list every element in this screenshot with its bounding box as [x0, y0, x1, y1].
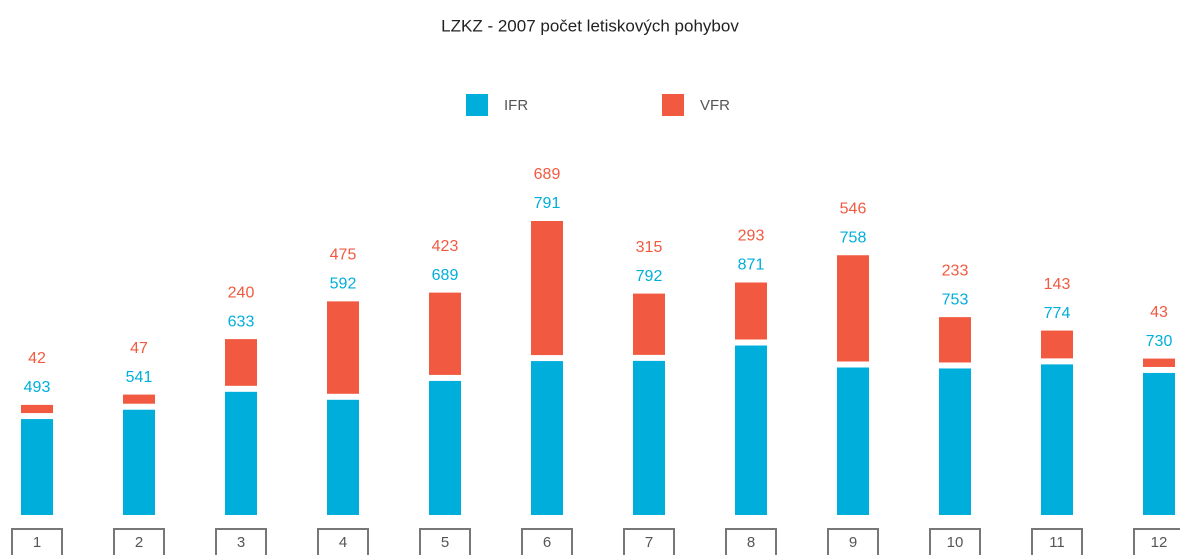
bar-segment [633, 293, 665, 355]
category-box [113, 528, 165, 555]
bar-segment [1041, 364, 1073, 515]
category-box [215, 528, 267, 555]
value-label: 774 [1044, 305, 1071, 322]
bar-segment [837, 255, 869, 362]
x-tick-label: 9 [849, 534, 857, 551]
category-box [623, 528, 675, 555]
bar-segment [123, 409, 155, 515]
value-label: 315 [636, 239, 663, 256]
value-label: 592 [330, 276, 357, 293]
bar-segment [1041, 330, 1073, 359]
bar-segment [225, 391, 257, 515]
x-tick-label: 8 [747, 534, 755, 551]
legend-swatch [662, 94, 684, 116]
value-label: 871 [738, 257, 765, 274]
category-box [827, 528, 879, 555]
value-label: 240 [228, 284, 255, 301]
bar-segment [531, 361, 563, 515]
bar-segment [1143, 358, 1175, 367]
value-label: 546 [840, 200, 867, 217]
bar-segment [123, 394, 155, 404]
x-tick-label: 6 [543, 534, 551, 551]
chart-title: LZKZ - 2007 počet letiskových pohybov [441, 16, 739, 35]
bar-segment [429, 292, 461, 375]
x-tick-label: 11 [1049, 534, 1065, 551]
category-box [11, 528, 63, 555]
category-box [419, 528, 471, 555]
value-label: 541 [126, 369, 153, 386]
bar-segment [633, 360, 665, 515]
legend-label: VFR [700, 97, 730, 114]
bar-segment [21, 404, 53, 414]
value-label: 42 [28, 350, 46, 367]
bar-segment [225, 339, 257, 386]
category-box [929, 528, 981, 555]
x-tick-label: 3 [237, 534, 245, 551]
category-box [1133, 528, 1180, 555]
value-label: 47 [130, 340, 148, 357]
x-tick-label: 10 [947, 534, 964, 551]
category-box [521, 528, 573, 555]
value-label: 43 [1150, 304, 1168, 321]
x-tick-label: 5 [441, 534, 449, 551]
category-box [1031, 528, 1083, 555]
value-label: 689 [432, 267, 459, 284]
bar-segment [21, 419, 53, 515]
bar-segment [939, 368, 971, 515]
bar-segment [531, 221, 563, 356]
legend-label: IFR [504, 97, 528, 114]
bar-segment [1143, 372, 1175, 515]
bar-segment [327, 301, 359, 394]
value-label: 633 [228, 313, 255, 330]
value-label: 791 [534, 195, 561, 212]
value-label: 143 [1044, 276, 1071, 293]
x-tick-label: 4 [339, 534, 347, 551]
category-box [725, 528, 777, 555]
bar-segment [429, 380, 461, 515]
value-label: 689 [534, 166, 561, 183]
bar-segment [735, 345, 767, 515]
legend-swatch [466, 94, 488, 116]
bar-segment [327, 399, 359, 515]
value-label: 423 [432, 238, 459, 255]
x-tick-label: 2 [135, 534, 143, 551]
x-tick-label: 1 [33, 534, 41, 551]
category-box [317, 528, 369, 555]
x-tick-label: 12 [1151, 534, 1168, 551]
value-label: 293 [738, 228, 765, 245]
bar-segment [735, 282, 767, 340]
value-label: 730 [1146, 333, 1173, 350]
value-label: 475 [330, 247, 357, 264]
value-label: 493 [24, 379, 51, 396]
bar-segment [837, 367, 869, 515]
value-label: 792 [636, 268, 663, 285]
bar-segment [939, 317, 971, 363]
value-label: 233 [942, 262, 969, 279]
value-label: 753 [942, 291, 969, 308]
value-label: 758 [840, 229, 867, 246]
x-tick-label: 7 [645, 534, 653, 551]
